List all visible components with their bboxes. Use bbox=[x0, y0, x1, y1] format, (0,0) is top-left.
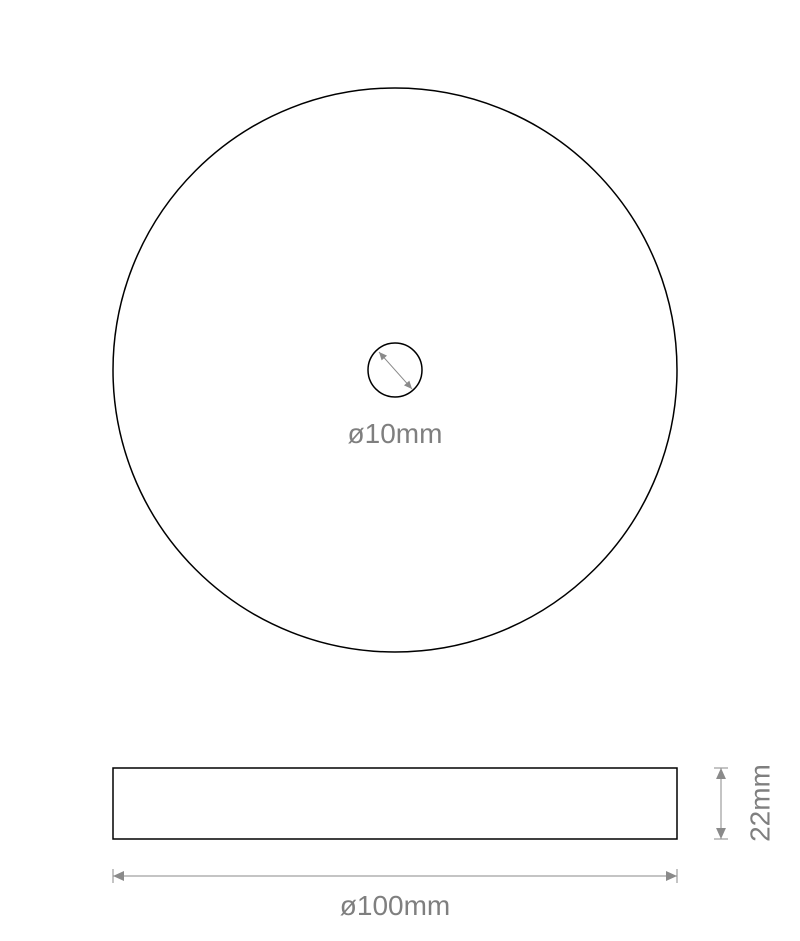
bottom-dimension-label: ø100mm bbox=[340, 890, 450, 921]
inner-diameter-label: ø10mm bbox=[348, 418, 443, 449]
right-dimension-label: 22mm bbox=[744, 764, 775, 842]
canvas-bg bbox=[0, 0, 800, 941]
